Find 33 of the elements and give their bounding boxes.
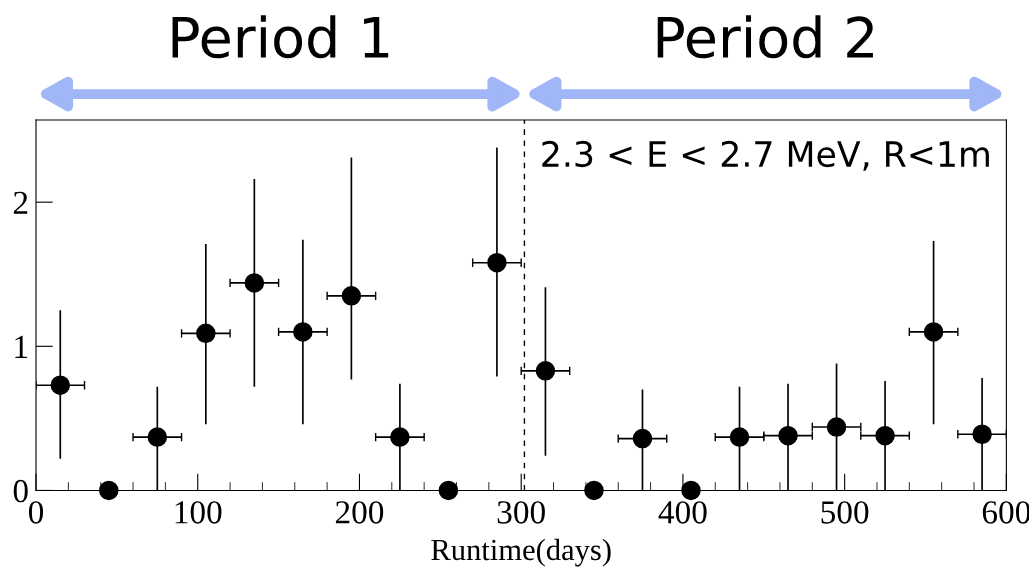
text: Period 2	[657, 15, 873, 59]
point	[196, 323, 216, 344]
text: Period 1	[172, 15, 389, 59]
x-tick-label: 300	[497, 501, 545, 524]
x-tick-label: 100	[175, 501, 222, 524]
point	[826, 417, 847, 437]
point	[584, 480, 604, 501]
x-tick-label: 200	[335, 501, 384, 524]
point	[535, 361, 556, 381]
point	[293, 322, 313, 342]
point	[341, 286, 362, 306]
point	[923, 322, 944, 342]
x-tick-label: 0	[28, 501, 44, 524]
x-tick-label: 400	[658, 501, 707, 524]
point	[875, 425, 895, 446]
point	[632, 428, 653, 449]
y-tick-label: 2	[13, 191, 28, 214]
annotation: 2.3 < E < 2.7 MeV, R<1m	[542, 140, 989, 171]
point	[390, 427, 410, 447]
point	[778, 425, 798, 446]
point	[681, 480, 701, 501]
point	[729, 427, 750, 447]
point	[99, 480, 119, 501]
point	[147, 427, 168, 447]
x-tick-label: 500	[821, 501, 869, 524]
y-tick-label: 1	[15, 335, 28, 358]
point	[50, 375, 71, 395]
point	[487, 252, 507, 273]
x-axis-title: Runtime(days)	[431, 538, 611, 567]
point	[244, 273, 265, 293]
y-tick-label: 0	[13, 479, 28, 503]
point	[438, 480, 459, 501]
point	[972, 424, 992, 444]
